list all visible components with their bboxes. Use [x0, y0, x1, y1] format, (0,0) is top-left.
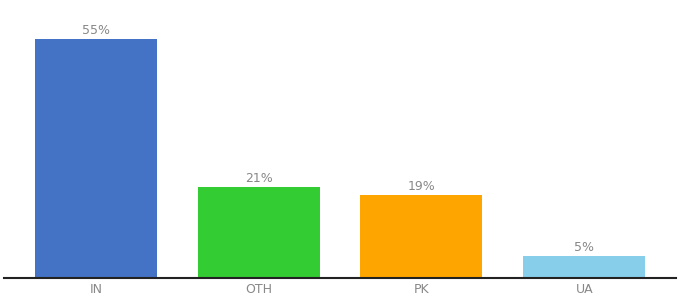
Bar [523, 256, 645, 278]
Text: 5%: 5% [574, 241, 594, 254]
Text: 21%: 21% [245, 172, 273, 184]
Text: 55%: 55% [82, 24, 109, 37]
Text: 19%: 19% [407, 180, 435, 193]
Bar [35, 39, 157, 278]
Bar [360, 195, 483, 278]
Bar [197, 187, 320, 278]
